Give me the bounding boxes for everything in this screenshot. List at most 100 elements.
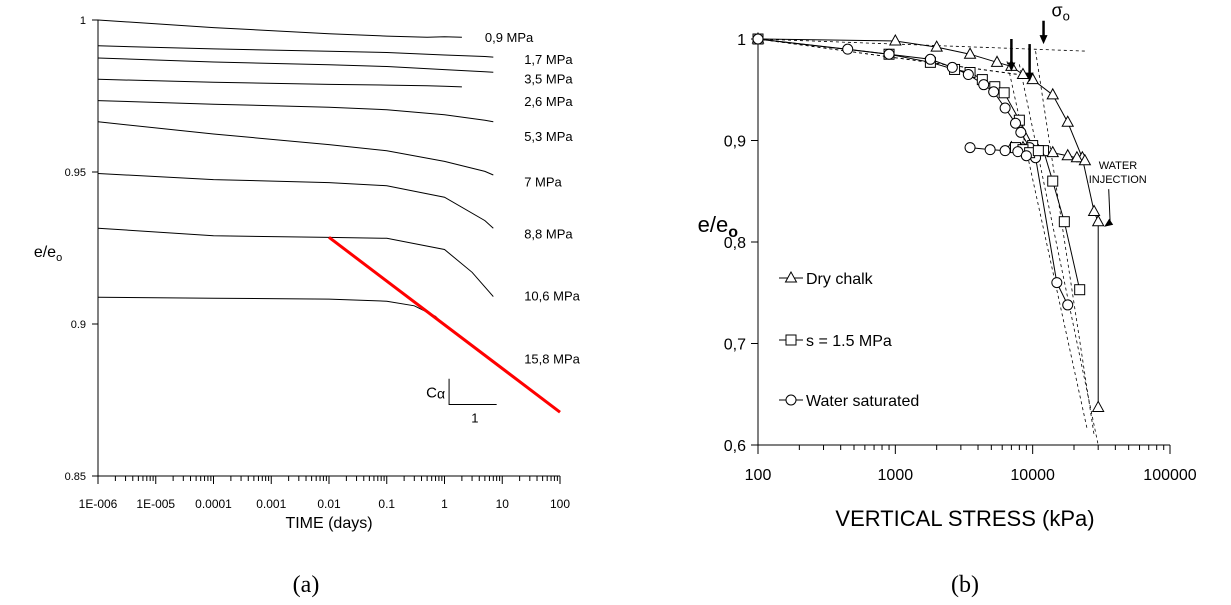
chart-b-x-tick-label: 100000 xyxy=(1143,467,1196,484)
chart-b-legend: Dry chalk s = 1.5 MPa Water saturated xyxy=(779,270,919,410)
square-marker xyxy=(1058,216,1070,228)
circle-marker xyxy=(978,79,990,91)
chart-a-y-axis-label-sub: o xyxy=(56,252,62,264)
triangle-marker xyxy=(784,270,798,283)
circle-marker xyxy=(984,144,996,156)
arrowhead-icon xyxy=(1025,72,1034,82)
chart-b-arrows xyxy=(1007,20,1048,82)
circle-marker xyxy=(964,142,976,154)
square-marker xyxy=(998,87,1010,99)
chart-a-series-line xyxy=(97,45,494,58)
chart-a-series-line xyxy=(97,100,494,123)
chart-a-series-line xyxy=(97,57,494,73)
triangle-marker xyxy=(1091,400,1105,412)
arrowhead-icon xyxy=(1039,35,1048,45)
circle-marker xyxy=(924,53,936,65)
chart-a-curve-label: 10,6 MPa xyxy=(524,289,580,304)
chart-a-curve-label: 2,6 MPa xyxy=(524,94,573,109)
chart-a-x-tick-label: 0.01 xyxy=(317,497,341,511)
triangle-marker xyxy=(990,55,1004,67)
chart-a-x-tick-label: 1 xyxy=(441,497,448,511)
circle-marker xyxy=(999,145,1011,157)
triangle-marker xyxy=(1091,214,1105,227)
chart-a-x-tick-label: 0.001 xyxy=(256,497,286,511)
construction-line xyxy=(1018,64,1099,446)
triangle-marker xyxy=(1078,153,1092,166)
chart-b-panel-caption: (b) xyxy=(951,572,979,598)
chart-b-y-tick-label: 1 xyxy=(737,32,746,49)
chart-a-curve-label: 3,5 MPa xyxy=(524,71,573,86)
triangle-marker xyxy=(1016,67,1030,80)
triangle-marker xyxy=(1061,148,1075,161)
sigma-symbol: σ xyxy=(1052,1,1063,21)
circle-marker xyxy=(883,48,895,60)
chart-b-x-axis-label: VERTICAL STRESS (kPa) xyxy=(835,506,1094,531)
triangle-marker xyxy=(1061,115,1075,127)
chart-a-curve-label: 15,8 MPa xyxy=(524,351,580,366)
sigma-subscript: o xyxy=(1063,9,1070,24)
chart-a-x-tick-label: 0.0001 xyxy=(195,497,232,511)
slope-label-sub: α xyxy=(437,386,445,402)
chart-a-x-tick-label: 100 xyxy=(550,497,570,511)
square-marker xyxy=(785,334,797,346)
chart-a-y-tick-label: 0.85 xyxy=(65,471,86,483)
chart-a-y-axis-label-main: e/e xyxy=(34,244,56,261)
chart-b-y-axis-label-sub: o xyxy=(728,224,738,241)
chart-a-x-tick-label: 1E-006 xyxy=(79,497,118,511)
chart-a-curve-label: 0,9 MPa xyxy=(485,30,534,45)
chart-b-x-tick-label: 10000 xyxy=(1010,467,1055,484)
chart-a-x-axis-label: TIME (days) xyxy=(285,515,372,532)
square-marker xyxy=(1032,145,1044,157)
triangle-marker xyxy=(1046,145,1060,158)
chart-a-curve-label: 7 MPa xyxy=(524,175,562,190)
slope-label-main: C xyxy=(426,385,437,402)
chart-a-axes: 0.85 0.9 0.95 1 1E-006 1E-005 0.0001 0.001 0.01 0… xyxy=(65,15,571,511)
square-marker xyxy=(1047,175,1059,187)
circle-marker xyxy=(752,33,764,45)
chart-a-x-tick-label: 0.1 xyxy=(378,497,395,511)
chart-b-x-tick-label: 1000 xyxy=(878,467,914,484)
water-injection-arrowhead-icon xyxy=(1104,218,1114,227)
chart-b-y-tick-label: 0,7 xyxy=(724,337,746,354)
legend-label: Dry chalk xyxy=(806,271,874,288)
chart-a-series-line xyxy=(97,173,494,229)
chart-a-y-tick-label: 0.95 xyxy=(65,167,86,179)
circle-marker xyxy=(1010,117,1022,129)
chart-a-curve-labels: 0,9 MPa 1,7 MPa 3,5 MPa 2,6 MPa 5,3 MPa 7 MPa… xyxy=(485,30,581,366)
triangle-marker xyxy=(1087,204,1101,217)
chart-b-y-axis-label-main: e/e xyxy=(698,212,729,237)
chart-b-construction-lines xyxy=(757,38,1099,446)
circle-marker xyxy=(1015,126,1027,138)
chart-a-curve-label: 5,3 MPa xyxy=(524,129,573,144)
water-injection-annotation: WATER INJECTION xyxy=(1089,160,1147,227)
circle-marker xyxy=(988,86,1000,98)
chart-a-panel-caption: (a) xyxy=(293,572,320,598)
slope-label: Cα xyxy=(426,385,445,402)
chart-a: 0.85 0.9 0.95 1 1E-006 1E-005 0.0001 0.001 0.01 0… xyxy=(34,15,581,598)
chart-b-axes: 0,6 0,7 0,8 0,9 1 100 1000 10000 100000 xyxy=(724,32,1197,484)
circle-marker xyxy=(785,394,797,406)
chart-a-series-line xyxy=(97,19,462,38)
slope-triangle xyxy=(448,378,497,406)
chart-a-series-line xyxy=(97,227,494,297)
triangle-marker xyxy=(888,33,902,46)
square-marker xyxy=(1074,284,1086,296)
circle-marker xyxy=(1020,150,1032,162)
circle-marker xyxy=(962,69,974,81)
water-injection-arrow xyxy=(1108,189,1111,224)
chart-a-series-line xyxy=(97,296,445,326)
chart-a-y-tick-label: 0.9 xyxy=(71,319,86,331)
construction-line xyxy=(1035,51,1095,435)
chart-a-curve-label: 8,8 MPa xyxy=(524,227,573,242)
chart-a-series-layer xyxy=(97,19,561,414)
slope-run-label: 1 xyxy=(471,411,478,426)
construction-line xyxy=(757,38,1020,75)
legend-label: Water saturated xyxy=(806,393,919,410)
chart-a-series-line xyxy=(97,121,494,176)
chart-a-x-tick-label: 10 xyxy=(496,497,510,511)
chart-b-y-axis-label: e/eo xyxy=(698,212,739,241)
chart-a-x-tick-label: 1E-005 xyxy=(136,497,175,511)
chart-b-y-tick-label: 0,8 xyxy=(724,235,746,252)
